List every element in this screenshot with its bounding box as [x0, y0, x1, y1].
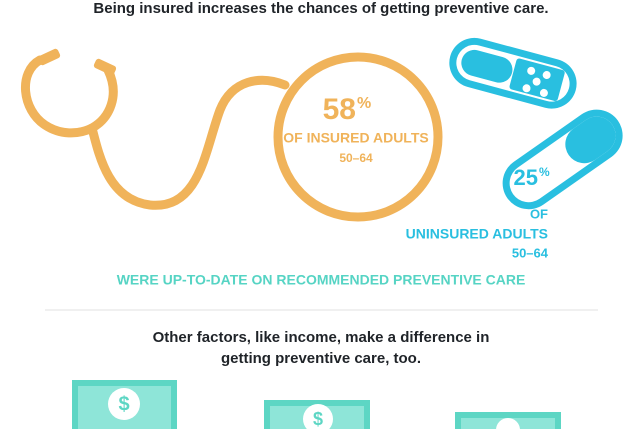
insured-number: 58 — [323, 93, 356, 126]
caption: WERE UP-TO-DATE ON RECOMMENDED PREVENTIV… — [117, 272, 526, 288]
uninsured-ages: 50–64 — [512, 245, 549, 260]
svg-text:$: $ — [313, 409, 323, 429]
uninsured-unit: % — [539, 165, 550, 179]
uninsured-label: UNINSURED ADULTS — [406, 226, 548, 242]
svg-text:$: $ — [118, 393, 129, 415]
uninsured-of: OF — [530, 206, 548, 221]
section-line: getting preventive care, too. — [221, 350, 421, 367]
earpiece — [37, 48, 61, 66]
money-icon — [455, 412, 561, 429]
title: Being insured increases the chances of g… — [93, 0, 548, 17]
pill-top — [449, 37, 577, 109]
pill-bottom — [502, 109, 623, 210]
insured-label: OF INSURED ADULTS — [283, 130, 428, 146]
earpiece — [93, 58, 117, 76]
money-icon: $ — [72, 380, 177, 429]
section-line: Other factors, like income, make a diffe… — [153, 329, 490, 346]
money-icon: $ — [264, 400, 370, 429]
insured-unit: % — [357, 95, 371, 112]
insured-ages: 50–64 — [339, 151, 373, 165]
uninsured-number: 25 — [514, 165, 538, 190]
stethoscope — [21, 52, 443, 222]
